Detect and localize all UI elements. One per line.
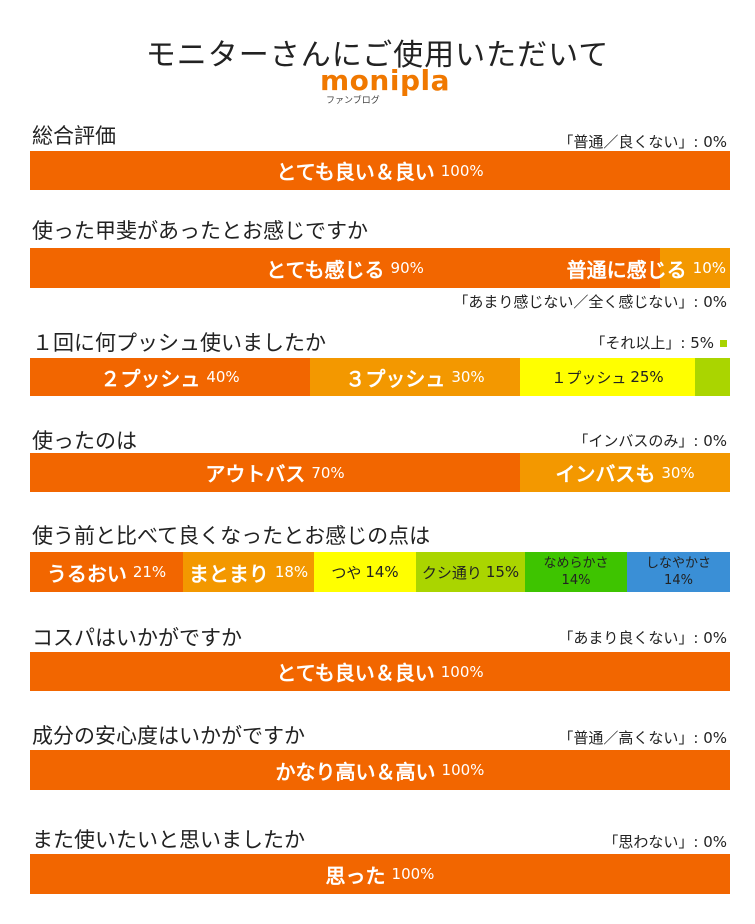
stacked-bar: アウトバス 70% インバスも 30%: [30, 453, 730, 492]
bar-segment: ２プッシュ 40%: [30, 358, 310, 396]
segment-value: 25%: [630, 368, 664, 386]
note-text: 「それ以上」: 5%: [590, 334, 714, 352]
segment-value: 21%: [132, 563, 167, 581]
segment-label: 思った: [325, 863, 386, 888]
bar-segment: しなやかさ 14%: [627, 552, 730, 592]
bar-segment: まとまり 18%: [183, 552, 314, 592]
segment-value: 90%: [390, 259, 424, 277]
page-title: モニターさんにご使用いただいて: [145, 38, 610, 73]
bar-segment: とても感じる 90%: [30, 248, 660, 288]
segment-label: アウトバス: [205, 462, 306, 486]
bar-segment: つや 14%: [314, 552, 416, 592]
segment-value: 14%: [664, 573, 693, 588]
bar-segment: ３プッシュ 30%: [310, 358, 520, 396]
segment-label: とても良い＆良い: [276, 160, 435, 184]
segment-label: うるおい: [46, 561, 127, 586]
segment-value: 100%: [440, 662, 484, 681]
stacked-bar: 思った 100%: [30, 854, 730, 894]
bar-segment: [695, 358, 730, 396]
question-title: 使う前と比べて良くなったとお感じの点は: [32, 524, 431, 548]
segment-value: 15%: [485, 563, 520, 581]
segment-label: ３プッシュ: [345, 366, 446, 391]
question-title: １回に何プッシュ使いましたか: [32, 331, 326, 355]
segment-value: 14%: [561, 573, 591, 588]
segment-value: 40%: [206, 368, 240, 386]
zero-answer-note: 「インバスのみ」: 0%: [573, 430, 727, 451]
stacked-bar: とても感じる 90% 普通に感じる 10%: [30, 248, 730, 288]
question-title: 成分の安心度はいかがですか: [32, 724, 305, 748]
segment-value: 30%: [451, 368, 485, 386]
legend-swatch: [720, 340, 727, 347]
monipla-logo: monipla ファンブログ: [320, 64, 450, 107]
segment-label: インバスも: [555, 462, 656, 486]
segment-label: とても良い＆良い: [276, 661, 435, 685]
note-text: 「あまり良くない」: 0%: [558, 629, 727, 647]
bar-segment: 普通に感じる 10%: [567, 248, 730, 288]
segment-value: 30%: [661, 463, 695, 482]
question-title: また使いたいと思いましたか: [32, 828, 305, 852]
zero-answer-note: 「それ以上」: 5%: [590, 332, 727, 353]
zero-answer-note: 「思わない」: 0%: [603, 831, 727, 852]
bar-segment: とても良い＆良い 100%: [30, 652, 730, 691]
question-title: 総合評価: [32, 124, 116, 148]
segment-value: 100%: [441, 761, 485, 779]
segment-label: とても感じる: [266, 257, 385, 282]
bar-segment: とても良い＆良い 100%: [30, 151, 730, 190]
logo-text: monipla: [320, 64, 450, 97]
zero-answer-note: 「あまり感じない／全く感じない」: 0%: [453, 291, 727, 312]
note-text: 「あまり感じない／全く感じない」: 0%: [453, 293, 727, 311]
segment-value: 18%: [274, 563, 309, 581]
segment-label: かなり高い＆高い: [275, 759, 436, 784]
segment-label-group: 普通に感じる 10%: [567, 248, 726, 288]
bar-segment: アウトバス 70%: [30, 453, 520, 492]
segment-label: つや: [331, 563, 362, 582]
question-title: 使ったのは: [32, 429, 137, 453]
stacked-bar: ２プッシュ 40% ３プッシュ 30% １プッシュ 25%: [30, 358, 730, 396]
question-title: 使った甲斐があったとお感じですか: [32, 219, 368, 243]
bar-segment: かなり高い＆高い 100%: [30, 750, 730, 790]
bar-segment: クシ通り 15%: [416, 552, 525, 592]
segment-label: １プッシュ: [551, 368, 627, 387]
segment-value: 10%: [692, 259, 726, 277]
note-text: 「インバスのみ」: 0%: [573, 432, 727, 450]
bar-segment: うるおい 21%: [30, 552, 183, 592]
note-text: 「普通／良くない」: 0%: [558, 133, 727, 151]
bar-segment: インバスも 30%: [520, 453, 730, 492]
logo-subtext: ファンブログ: [326, 96, 380, 106]
segment-label: クシ通り: [421, 563, 482, 582]
segment-label: なめらかさ: [543, 556, 609, 571]
stacked-bar: とても良い＆良い 100%: [30, 652, 730, 691]
zero-answer-note: 「普通／良くない」: 0%: [558, 131, 727, 152]
segment-label: 普通に感じる: [566, 257, 687, 282]
note-text: 「普通／高くない」: 0%: [558, 729, 727, 747]
stacked-bar: とても良い＆良い 100%: [30, 151, 730, 190]
bar-segment: １プッシュ 25%: [520, 358, 695, 396]
segment-label: ２プッシュ: [100, 366, 201, 391]
segment-label: しなやかさ: [645, 556, 711, 571]
note-text: 「思わない」: 0%: [603, 833, 727, 851]
zero-answer-note: 「あまり良くない」: 0%: [558, 627, 727, 648]
stacked-bar: うるおい 21% まとまり 18% つや 14% クシ通り 15% なめらかさ 14% しなやかさ 1…: [30, 552, 730, 592]
segment-value: 14%: [365, 563, 399, 581]
zero-answer-note: 「普通／高くない」: 0%: [558, 727, 727, 748]
question-title: コスパはいかがですか: [32, 626, 242, 650]
stacked-bar: かなり高い＆高い 100%: [30, 750, 730, 790]
segment-value: 100%: [440, 161, 484, 180]
segment-value: 100%: [391, 865, 435, 883]
segment-value: 70%: [311, 463, 345, 482]
bar-segment: 思った 100%: [30, 854, 730, 894]
bar-segment: なめらかさ 14%: [525, 552, 627, 592]
segment-label: まとまり: [188, 561, 269, 586]
